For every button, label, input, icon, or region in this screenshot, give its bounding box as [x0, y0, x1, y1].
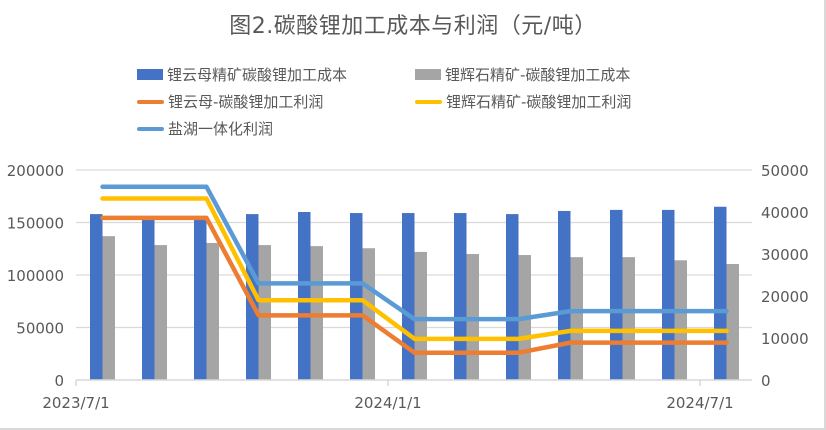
x-tick-label: 2023/7/1 [42, 394, 109, 412]
chart-title: 图2.碳酸锂加工成本与利润（元/吨） [229, 14, 597, 39]
legend-label: 锂云母精矿碳酸锂加工成本 [167, 66, 348, 84]
y2-tick-label: 50000 [761, 162, 809, 180]
bar [102, 236, 115, 380]
bar [194, 216, 207, 380]
profit-line [100, 215, 729, 355]
axes: 0 50000 100000 150000 200000 0 10000 20000 30000… [7, 162, 809, 412]
bar [674, 260, 687, 380]
y-tick-label: 100000 [7, 267, 64, 285]
legend-label: 锂辉石精矿-碳酸锂加工成本 [445, 66, 631, 84]
bar-series [90, 206, 739, 380]
bar [726, 263, 739, 380]
x-tick-label: 2024/7/1 [666, 394, 733, 412]
line-series [100, 184, 729, 355]
bar [414, 251, 427, 380]
legend-item-lepidolite-cost: 锂云母精矿碳酸锂加工成本 [137, 64, 347, 85]
legend-swatch-line [137, 126, 164, 131]
bar [310, 246, 323, 380]
legend-label: 锂云母-碳酸锂加工利润 [168, 93, 324, 111]
y-tick-label: 150000 [7, 215, 64, 233]
bar [90, 214, 103, 380]
legend-swatch-line [137, 99, 164, 104]
y-tick-label: 200000 [7, 162, 64, 180]
legend-item-lepidolite-profit: 锂云母-碳酸锂加工利润 [137, 91, 323, 112]
y-tick-label: 0 [54, 372, 64, 390]
x-tick-label: 2024/1/1 [354, 394, 421, 412]
bar [610, 209, 623, 380]
bar [298, 212, 311, 380]
legend-swatch-bar [137, 69, 163, 80]
y2-tick-label: 20000 [761, 288, 809, 306]
bar [246, 214, 259, 380]
y2-tick-label: 30000 [761, 246, 809, 264]
bar [154, 245, 167, 380]
legend-item-spodumene-cost: 锂辉石精矿-碳酸锂加工成本 [415, 64, 630, 85]
profit-line [100, 184, 729, 322]
bar [622, 257, 635, 380]
y2-tick-label: 10000 [761, 330, 809, 348]
legend-label: 盐湖一体化利润 [168, 120, 274, 138]
bar [362, 248, 375, 380]
legend-item-salt-lake-profit: 盐湖一体化利润 [137, 118, 273, 139]
y2-tick-label: 40000 [761, 204, 809, 222]
bar [506, 214, 519, 380]
profit-line [100, 196, 729, 342]
legend-label: 锂辉石精矿-碳酸锂加工利润 [446, 93, 632, 111]
bar [662, 209, 675, 380]
bar [558, 210, 571, 380]
bar [206, 242, 219, 380]
legend-swatch-bar [415, 69, 441, 80]
bar [570, 257, 583, 380]
bar [258, 245, 271, 380]
bar [454, 213, 467, 380]
bar [142, 216, 155, 380]
legend-swatch-line [415, 99, 442, 104]
legend-item-spodumene-profit: 锂辉石精矿-碳酸锂加工利润 [415, 91, 631, 112]
bar [350, 213, 363, 380]
y2-tick-label: 0 [761, 372, 771, 390]
bar [402, 213, 415, 380]
y-tick-label: 50000 [16, 320, 64, 338]
bar [714, 206, 727, 380]
